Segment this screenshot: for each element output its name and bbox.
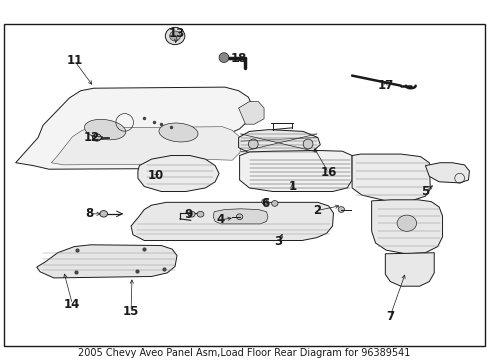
Text: 10: 10 — [147, 169, 163, 182]
Ellipse shape — [84, 120, 125, 140]
Ellipse shape — [262, 199, 268, 204]
Text: 5: 5 — [421, 185, 428, 198]
Circle shape — [219, 53, 228, 63]
Text: 7: 7 — [386, 310, 393, 323]
Text: 16: 16 — [320, 166, 336, 179]
Polygon shape — [131, 202, 333, 240]
Circle shape — [248, 139, 258, 149]
Polygon shape — [16, 87, 253, 169]
Text: 14: 14 — [64, 298, 81, 311]
Text: 8: 8 — [85, 207, 93, 220]
Text: 17: 17 — [376, 79, 393, 92]
Text: 11: 11 — [66, 54, 82, 67]
Text: 2005 Chevy Aveo Panel Asm,Load Floor Rear Diagram for 96389541: 2005 Chevy Aveo Panel Asm,Load Floor Rea… — [78, 348, 410, 358]
Polygon shape — [385, 253, 433, 286]
Ellipse shape — [271, 201, 278, 206]
Circle shape — [303, 139, 312, 149]
Ellipse shape — [159, 123, 198, 142]
Ellipse shape — [92, 134, 101, 141]
Ellipse shape — [165, 27, 184, 45]
Polygon shape — [37, 245, 177, 278]
Polygon shape — [238, 102, 264, 124]
Polygon shape — [138, 156, 219, 192]
Polygon shape — [425, 163, 468, 183]
Bar — [4, 24, 484, 346]
Text: 12: 12 — [83, 131, 100, 144]
Ellipse shape — [100, 211, 107, 217]
Ellipse shape — [338, 207, 344, 212]
Polygon shape — [371, 200, 442, 254]
Text: 15: 15 — [122, 305, 139, 318]
Ellipse shape — [236, 214, 243, 220]
Polygon shape — [51, 127, 242, 165]
Text: 18: 18 — [230, 52, 246, 65]
Text: 2: 2 — [312, 204, 320, 217]
Polygon shape — [239, 150, 351, 192]
Ellipse shape — [396, 215, 416, 231]
Text: 4: 4 — [217, 213, 224, 226]
Polygon shape — [238, 130, 320, 156]
Polygon shape — [351, 154, 429, 201]
Text: 1: 1 — [288, 180, 296, 193]
Text: 9: 9 — [184, 208, 192, 221]
Ellipse shape — [197, 211, 203, 217]
Text: 6: 6 — [261, 197, 269, 210]
Ellipse shape — [188, 211, 195, 217]
Ellipse shape — [169, 31, 180, 41]
Text: 3: 3 — [274, 235, 282, 248]
Text: 13: 13 — [168, 27, 185, 40]
Polygon shape — [213, 209, 267, 224]
